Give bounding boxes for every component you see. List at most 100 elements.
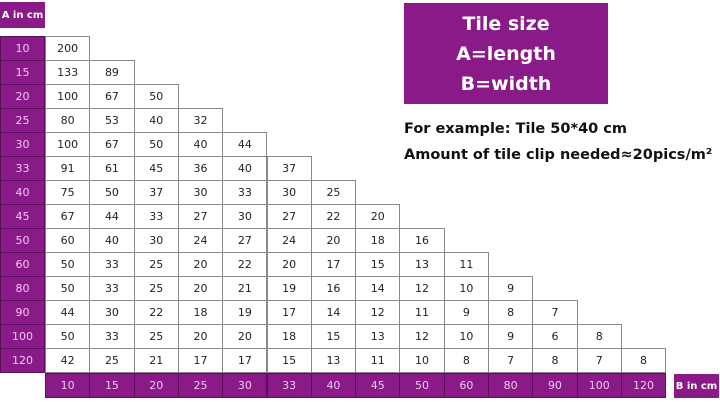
table-cell: 42 xyxy=(45,348,91,373)
table-cell: 22 xyxy=(310,204,357,229)
table-cell: 45 xyxy=(133,156,179,181)
table-cell: 30 xyxy=(222,204,268,229)
table-cell: 40 xyxy=(222,156,268,181)
table-cell: 25 xyxy=(310,180,357,205)
table-cell: 12 xyxy=(355,300,401,325)
table-cell: 50 xyxy=(45,276,91,301)
table-cell: 10 xyxy=(399,348,445,373)
table-cell: 9 xyxy=(443,300,489,325)
table-cell: 37 xyxy=(133,180,179,205)
table-cell: 16 xyxy=(399,228,445,253)
table-cell: 13 xyxy=(310,348,357,373)
a-axis-label: A in cm xyxy=(0,2,45,28)
table-cell: 16 xyxy=(310,276,357,301)
table-cell: 100 xyxy=(45,132,91,157)
row-header: 30 xyxy=(0,132,45,157)
table-cell: 50 xyxy=(133,84,179,109)
table-cell: 12 xyxy=(399,276,445,301)
table-cell: 67 xyxy=(45,204,91,229)
example-line: Amount of tile clip needed≈20pics/m² xyxy=(404,147,713,163)
column-header: 40 xyxy=(310,373,357,398)
table-cell: 19 xyxy=(266,276,312,301)
column-header: 20 xyxy=(133,373,179,398)
table-cell: 53 xyxy=(89,108,135,133)
table-cell: 91 xyxy=(45,156,91,181)
column-header: 33 xyxy=(266,373,312,398)
table-cell: 11 xyxy=(355,348,401,373)
table-cell: 8 xyxy=(488,300,534,325)
table-cell: 15 xyxy=(355,252,401,277)
row-header: 120 xyxy=(0,348,45,373)
table-cell: 17 xyxy=(310,252,357,277)
row-header: 10 xyxy=(0,36,45,61)
table-cell: 27 xyxy=(266,204,312,229)
table-cell: 133 xyxy=(45,60,91,85)
table-cell: 50 xyxy=(45,252,91,277)
table-cell: 17 xyxy=(222,348,268,373)
table-cell: 24 xyxy=(177,228,224,253)
row-header: 33 xyxy=(0,156,45,181)
column-header: 60 xyxy=(443,373,489,398)
table-cell: 200 xyxy=(45,36,91,61)
table-cell: 27 xyxy=(222,228,268,253)
table-cell: 40 xyxy=(89,228,135,253)
table-cell: 100 xyxy=(45,84,91,109)
row-header: 45 xyxy=(0,204,45,229)
table-cell: 18 xyxy=(177,300,224,325)
table-cell: 37 xyxy=(266,156,312,181)
column-header: 15 xyxy=(89,373,135,398)
table-cell: 14 xyxy=(310,300,357,325)
row-header: 25 xyxy=(0,108,45,133)
table-cell: 22 xyxy=(222,252,268,277)
title-line: Tile size xyxy=(462,12,550,35)
table-cell: 30 xyxy=(177,180,224,205)
column-header: 100 xyxy=(576,373,622,398)
table-cell: 18 xyxy=(266,324,312,349)
table-cell: 50 xyxy=(45,324,91,349)
table-cell: 33 xyxy=(89,324,135,349)
table-cell: 50 xyxy=(133,132,179,157)
table-cell: 17 xyxy=(177,348,224,373)
table-cell: 25 xyxy=(89,348,135,373)
example-text: For example: Tile 50*40 cm Amount of til… xyxy=(404,116,712,168)
table-cell: 6 xyxy=(532,324,578,349)
table-cell: 10 xyxy=(443,276,489,301)
table-cell: 60 xyxy=(45,228,91,253)
table-cell: 11 xyxy=(443,252,489,277)
column-header: 10 xyxy=(45,373,91,398)
table-cell: 20 xyxy=(177,252,224,277)
column-header: 25 xyxy=(177,373,224,398)
table-cell: 24 xyxy=(266,228,312,253)
row-header: 20 xyxy=(0,84,45,109)
table-cell: 15 xyxy=(310,324,357,349)
table-cell: 40 xyxy=(177,132,224,157)
row-header: 80 xyxy=(0,276,45,301)
table-cell: 22 xyxy=(133,300,179,325)
table-cell: 25 xyxy=(133,276,179,301)
table-cell: 32 xyxy=(177,108,224,133)
column-header: 80 xyxy=(488,373,534,398)
table-cell: 33 xyxy=(89,252,135,277)
table-cell: 44 xyxy=(222,132,268,157)
column-header: 90 xyxy=(532,373,578,398)
table-cell: 20 xyxy=(177,324,224,349)
table-cell: 33 xyxy=(222,180,268,205)
row-header: 15 xyxy=(0,60,45,85)
table-cell: 13 xyxy=(355,324,401,349)
row-header: 60 xyxy=(0,252,45,277)
table-cell: 15 xyxy=(266,348,312,373)
title-box: Tile size A=length B=width xyxy=(404,3,608,104)
example-line: For example: Tile 50*40 cm xyxy=(404,121,627,137)
table-cell: 7 xyxy=(532,300,578,325)
table-cell: 7 xyxy=(576,348,622,373)
table-cell: 30 xyxy=(133,228,179,253)
table-cell: 27 xyxy=(177,204,224,229)
table-cell: 19 xyxy=(222,300,268,325)
row-header: 40 xyxy=(0,180,45,205)
table-cell: 44 xyxy=(89,204,135,229)
table-cell: 33 xyxy=(133,204,179,229)
column-header: 120 xyxy=(620,373,667,398)
table-cell: 8 xyxy=(576,324,622,349)
table-cell: 20 xyxy=(310,228,357,253)
table-cell: 9 xyxy=(488,276,534,301)
